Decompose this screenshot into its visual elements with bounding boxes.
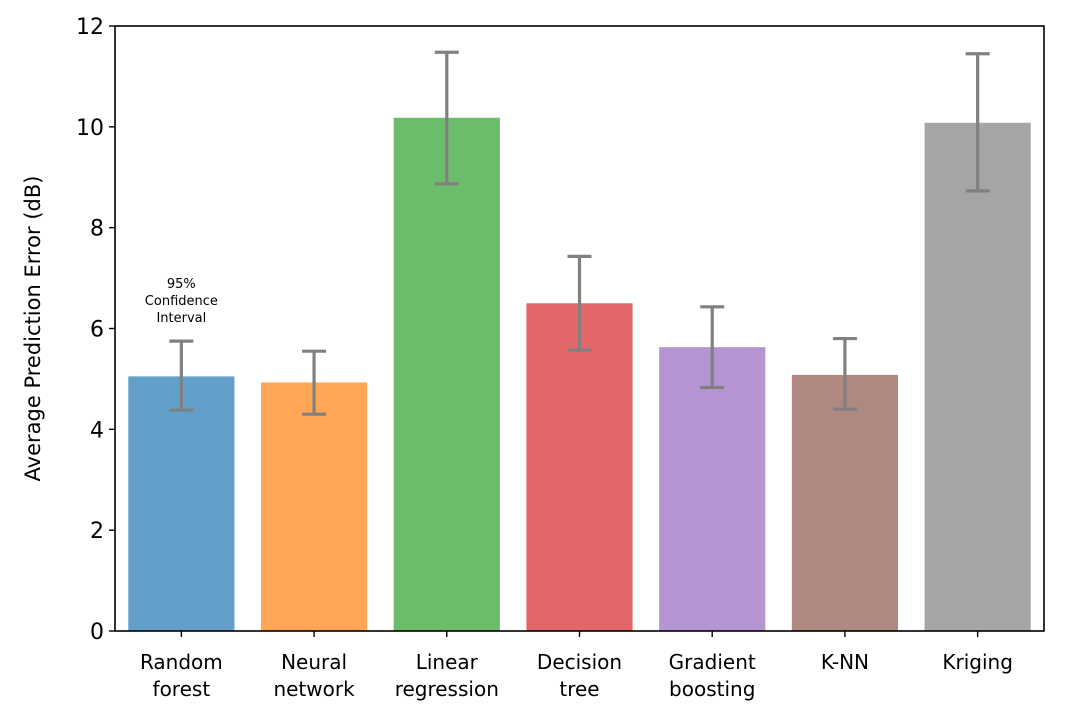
- x-tick-label-2: Linear regression: [395, 650, 499, 701]
- error-bar-0: [169, 339, 194, 412]
- x-tick-label-1: Neural network: [273, 650, 355, 701]
- x-tick-label-line: boosting: [669, 677, 755, 701]
- y-tick-label: 8: [90, 217, 104, 242]
- bar-6: [924, 122, 1031, 632]
- y-tick-label: 0: [90, 620, 104, 645]
- confidence-interval-annotation: 95% Confidence Interval: [145, 277, 218, 326]
- error-bar-4: [700, 305, 725, 390]
- annotation-line-0: 95%: [167, 277, 196, 292]
- x-axis: Random forest Neural network Linear regressio…: [140, 631, 1013, 701]
- error-bar-2: [434, 50, 459, 186]
- bar-1: [260, 382, 368, 631]
- x-tick-label-4: Gradient boosting: [669, 650, 756, 701]
- error-bar-3: [567, 254, 592, 352]
- error-bar-5: [832, 336, 857, 411]
- x-tick-label-line: Gradient: [669, 650, 756, 674]
- bar-5: [791, 374, 899, 631]
- x-tick-label-line: network: [273, 677, 355, 701]
- x-tick-label-5: K-NN: [821, 650, 869, 674]
- annotation-line-2: Interval: [156, 311, 206, 326]
- bars-group: [128, 117, 1031, 632]
- x-tick-label-6: Kriging: [942, 650, 1013, 674]
- y-tick-label: 2: [90, 519, 104, 544]
- annotation-line-1: Confidence: [145, 294, 218, 309]
- error-bar-6: [965, 52, 990, 193]
- y-tick-label: 4: [90, 418, 104, 443]
- y-tick-label: 6: [90, 318, 104, 343]
- y-tick-label: 12: [76, 15, 104, 40]
- bar-3: [526, 303, 633, 631]
- x-tick-label-line: Decision: [537, 650, 622, 674]
- bar-0: [128, 376, 235, 631]
- x-tick-label-line: K-NN: [821, 650, 869, 674]
- x-tick-label-line: tree: [559, 677, 599, 701]
- bar-4: [659, 347, 766, 631]
- error-bars-group: [169, 50, 990, 416]
- x-tick-label-line: regression: [395, 677, 499, 701]
- y-tick-label: 10: [76, 116, 104, 141]
- error-bar-1: [302, 349, 327, 416]
- bar-2: [393, 117, 500, 632]
- x-tick-label-3: Decision tree: [537, 650, 622, 701]
- y-axis: 0 2 4 6 8 10 12: [76, 15, 115, 645]
- y-axis-label: Average Prediction Error (dB): [21, 176, 45, 482]
- x-tick-label-line: Random: [140, 650, 223, 674]
- x-tick-label-line: forest: [153, 677, 211, 701]
- x-tick-label-line: Linear: [416, 650, 479, 674]
- x-tick-label-line: Kriging: [942, 650, 1013, 674]
- x-tick-label-0: Random forest: [140, 650, 223, 701]
- x-tick-label-line: Neural: [281, 650, 347, 674]
